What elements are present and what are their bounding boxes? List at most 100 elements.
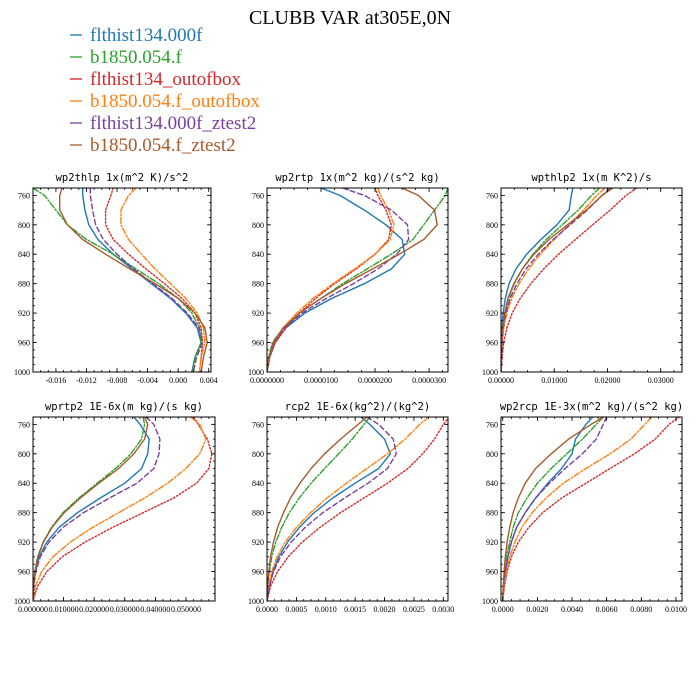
- x-tick-label: 0.000000: [18, 605, 48, 614]
- x-tick-label: 0.0060: [596, 605, 618, 614]
- panel-4: wprtp2 1E-6x(m kg)/(s kg) 760 800 840 880 920…: [14, 401, 216, 614]
- legend-entry: b1850.054.f_outofbox: [90, 91, 260, 112]
- series-line: [501, 188, 638, 372]
- series-line: [267, 417, 397, 601]
- x-tick-label: 0.01000: [541, 376, 567, 385]
- series-line: [33, 417, 207, 601]
- plot-frame: [500, 187, 683, 373]
- y-tick-label: 840: [486, 250, 498, 259]
- y-tick-label: 760: [252, 191, 264, 200]
- x-tick-label: 0.0000100: [304, 376, 338, 385]
- series-line: [501, 188, 614, 372]
- series-line: [267, 188, 395, 372]
- series-line: [81, 188, 202, 372]
- plot-frame: [266, 187, 449, 373]
- x-tick-label: 0.004: [200, 376, 218, 385]
- y-tick-label: 840: [252, 250, 264, 259]
- panel-title: wp2rcp 1E-3x(m^2 kg)/(s^2 kg): [500, 401, 683, 413]
- series-line: [501, 188, 611, 372]
- y-tick-label: 920: [18, 538, 30, 547]
- series-line: [267, 188, 448, 372]
- x-tick-label: -0.004: [137, 376, 158, 385]
- y-tick-label: 960: [486, 339, 498, 348]
- series-line: [59, 188, 208, 372]
- y-tick-label: 1000: [248, 597, 264, 606]
- y-tick-label: 880: [486, 509, 498, 518]
- y-tick-label: 880: [252, 509, 264, 518]
- series-line: [33, 417, 149, 601]
- y-tick-label: 920: [486, 309, 498, 318]
- panel-title: rcp2 1E-6x(kg^2)/(kg^2): [285, 401, 430, 413]
- x-tick-label: 0.0010: [315, 605, 337, 614]
- panel-6: wp2rcp 1E-3x(m^2 kg)/(s^2 kg)760 800 840 88…: [482, 401, 687, 614]
- legend-entry: b1850.054.f: [90, 47, 183, 68]
- panel-1: wp2thlp 1x(m^2 K)/s^2 760 800 840 880 920 960 1…: [14, 172, 218, 385]
- plot-frame: [32, 416, 216, 602]
- x-tick-label: 0.040000: [140, 605, 170, 614]
- x-tick-label: 0.02000: [594, 376, 620, 385]
- panels: wp2thlp 1x(m^2 K)/s^2 760 800 840 880 920 960 1…: [14, 172, 687, 614]
- series-line: [267, 188, 410, 372]
- series-line: [33, 417, 146, 601]
- plot-frame: [500, 416, 683, 602]
- y-tick-label: 880: [18, 280, 30, 289]
- main-title: CLUBB VAR at305E,0N: [249, 7, 451, 29]
- y-tick-label: 960: [252, 568, 264, 577]
- legend-entry: flthist134_outofbox: [90, 69, 241, 90]
- x-tick-label: 0.0000200: [358, 376, 392, 385]
- series-line: [267, 188, 392, 372]
- y-tick-label: 920: [252, 538, 264, 547]
- series-line: [502, 417, 681, 601]
- y-tick-label: 800: [486, 221, 498, 230]
- x-tick-label: -0.008: [107, 376, 128, 385]
- x-tick-label: 0.0040: [561, 605, 583, 614]
- panel-3: wpthlp2 1x(m K^2)/s 760 800 840 880 920 960 100…: [482, 172, 683, 385]
- series-line: [267, 188, 438, 372]
- x-tick-label: 0.030000: [110, 605, 140, 614]
- y-tick-label: 920: [252, 309, 264, 318]
- legend-entry: flthist134.000f_ztest2: [90, 113, 256, 134]
- x-tick-label: 0.000: [169, 376, 187, 385]
- series-line: [502, 417, 608, 601]
- x-tick-label: -0.012: [76, 376, 97, 385]
- series-line: [33, 417, 213, 601]
- panel-2: wp2rtp 1x(m^2 kg)/(s^2 kg) 760 800 840 880 92…: [248, 172, 449, 385]
- y-tick-label: 840: [18, 479, 30, 488]
- y-tick-label: 960: [18, 339, 30, 348]
- x-tick-label: 0.0030: [432, 605, 454, 614]
- plot-frame: [266, 416, 449, 602]
- series-line: [267, 417, 368, 601]
- plot-frame: [32, 187, 212, 373]
- y-tick-label: 760: [18, 191, 30, 200]
- y-tick-label: 960: [252, 339, 264, 348]
- series-line: [502, 417, 604, 601]
- y-tick-label: 800: [18, 221, 30, 230]
- x-tick-label: 0.03000: [648, 376, 674, 385]
- x-tick-label: 0.020000: [79, 605, 109, 614]
- x-tick-label: 0.00000: [488, 376, 514, 385]
- panel-title: wp2rtp 1x(m^2 kg)/(s^2 kg): [275, 172, 439, 184]
- y-tick-label: 1000: [14, 368, 30, 377]
- y-tick-label: 840: [252, 479, 264, 488]
- series-line: [267, 417, 448, 601]
- series-line: [502, 417, 653, 601]
- y-tick-label: 760: [486, 191, 498, 200]
- y-tick-label: 880: [486, 280, 498, 289]
- x-tick-label: 0.0000: [256, 605, 278, 614]
- y-tick-label: 1000: [14, 597, 30, 606]
- panel-title: wp2thlp 1x(m^2 K)/s^2: [56, 172, 189, 184]
- y-tick-label: 840: [18, 250, 30, 259]
- y-tick-label: 920: [486, 538, 498, 547]
- y-tick-label: 920: [18, 309, 30, 318]
- y-tick-label: 880: [18, 509, 30, 518]
- y-tick-label: 960: [486, 568, 498, 577]
- y-tick-label: 760: [486, 420, 498, 429]
- y-tick-label: 1000: [482, 597, 498, 606]
- x-tick-label: 0.0020: [374, 605, 396, 614]
- y-tick-label: 1000: [248, 368, 264, 377]
- x-tick-label: 0.010000: [49, 605, 79, 614]
- y-tick-label: 800: [252, 221, 264, 230]
- y-tick-label: 800: [486, 450, 498, 459]
- y-tick-label: 800: [18, 450, 30, 459]
